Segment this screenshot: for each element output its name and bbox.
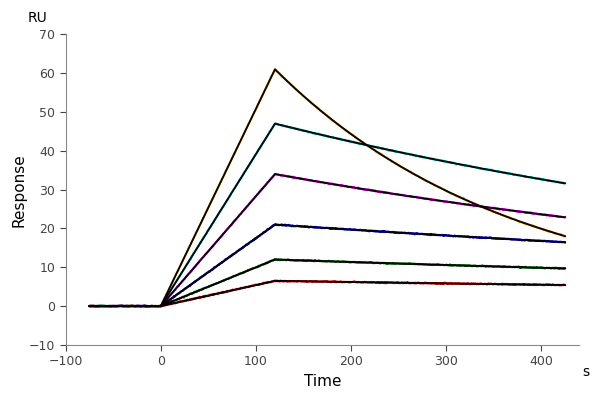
Text: s: s (582, 365, 589, 379)
Y-axis label: Response: Response (11, 153, 26, 226)
X-axis label: Time: Time (304, 374, 341, 389)
Text: RU: RU (27, 11, 47, 25)
